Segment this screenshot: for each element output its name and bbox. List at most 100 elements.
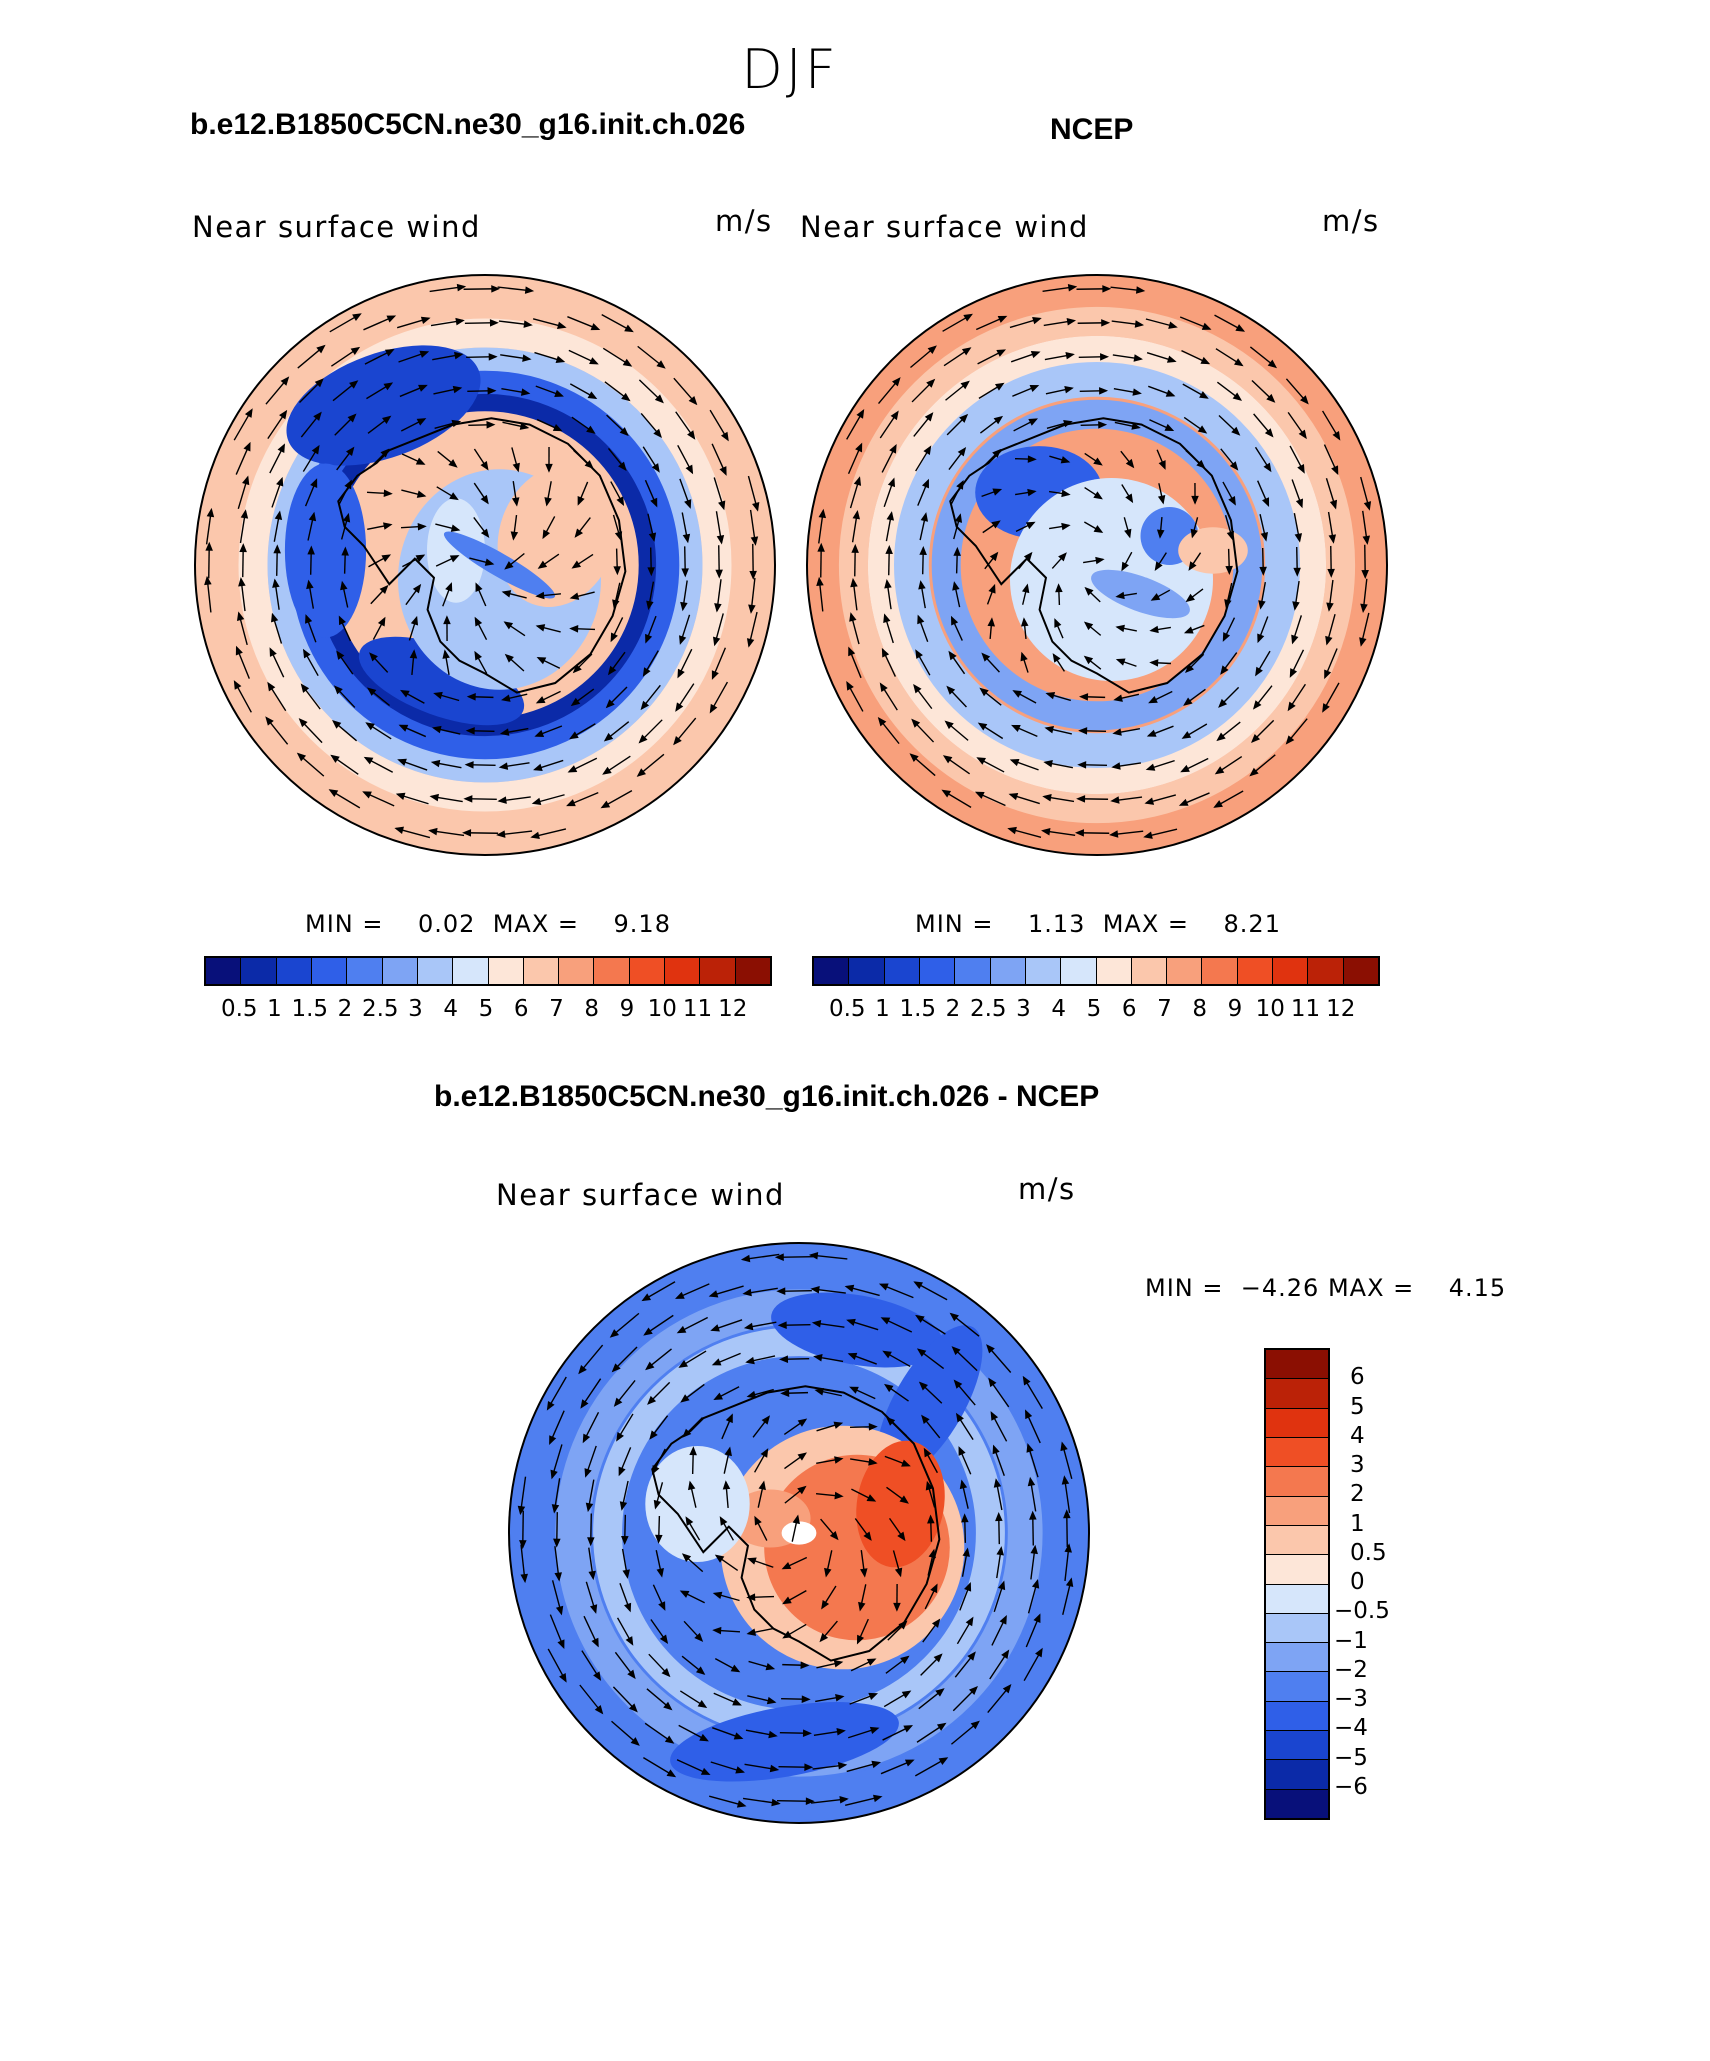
colorbar-tick-label: 4 bbox=[1051, 996, 1067, 1022]
colorbar-cell bbox=[594, 958, 630, 984]
colorbar-cell bbox=[1266, 1789, 1328, 1818]
panel3-min-value: −4.26 bbox=[1240, 1274, 1320, 1302]
colorbar-cell bbox=[276, 958, 312, 984]
map-fill-layer bbox=[807, 275, 1387, 855]
colorbar-tick-label: 2 bbox=[337, 996, 353, 1022]
colorbar-tick-label: −2 bbox=[1334, 1656, 1368, 1683]
colorbar-tick-label: 1 bbox=[267, 996, 282, 1022]
map-boundary bbox=[508, 1242, 1090, 1824]
wind-vectors bbox=[816, 283, 1372, 839]
season-title: DJF bbox=[741, 38, 839, 101]
colorbar-cell bbox=[990, 958, 1026, 984]
panel2-max-label: MAX = bbox=[1102, 910, 1190, 938]
colorbar-tick-label: 10 bbox=[1255, 996, 1285, 1022]
colorbar-tick-label: 5 bbox=[1086, 996, 1102, 1022]
colorbar-tick-label: 11 bbox=[682, 996, 713, 1022]
colorbar-cell bbox=[1061, 958, 1097, 984]
colorbar-cell bbox=[559, 958, 595, 984]
colorbar-cell bbox=[919, 958, 956, 984]
colorbar-tick-label: −1 bbox=[1334, 1627, 1368, 1654]
panel3-units: m/s bbox=[1018, 1172, 1076, 1206]
colorbar-cell bbox=[382, 958, 418, 984]
colorbar-tick-label: −0.5 bbox=[1334, 1598, 1390, 1625]
colorbar-tick-label: −5 bbox=[1334, 1744, 1368, 1771]
colorbar-tick-label: 4 bbox=[443, 996, 459, 1022]
colorbar-tick-label: 12 bbox=[718, 996, 748, 1022]
colorbar-tick-label: 1.5 bbox=[899, 996, 937, 1022]
panel3-colorbar bbox=[1264, 1348, 1330, 1820]
colorbar-cell bbox=[1096, 958, 1132, 984]
panel1-max-value: 9.18 bbox=[613, 910, 671, 938]
map-fill-layer bbox=[195, 275, 775, 855]
colorbar-cell bbox=[665, 958, 701, 984]
colorbar-tick-label: 2 bbox=[945, 996, 961, 1022]
colorbar-tick-label: 5 bbox=[1350, 1393, 1365, 1420]
colorbar-tick-label: 10 bbox=[647, 996, 677, 1022]
panel2-min-value: 1.13 bbox=[1028, 910, 1086, 938]
colorbar-tick-label: 6 bbox=[1350, 1364, 1365, 1391]
colorbar-cell bbox=[955, 958, 991, 984]
colorbar-tick-label: 2 bbox=[1350, 1481, 1365, 1508]
colorbar-tick-label: 3 bbox=[1350, 1452, 1365, 1478]
colorbar-cell bbox=[735, 958, 770, 984]
colorbar-cell bbox=[1025, 958, 1062, 984]
colorbar-tick-label: 1 bbox=[875, 996, 890, 1022]
colorbar-cell bbox=[1266, 1584, 1328, 1614]
colorbar-cell bbox=[453, 958, 489, 984]
colorbar-cell bbox=[1131, 958, 1168, 984]
wind-vectors bbox=[204, 283, 760, 840]
panel2-units: m/s bbox=[1322, 204, 1380, 238]
panel2-colorbar bbox=[812, 956, 1380, 986]
colorbar-tick-label: 7 bbox=[549, 996, 564, 1022]
colorbar-cell bbox=[1266, 1350, 1328, 1380]
colorbar-cell bbox=[1237, 958, 1274, 984]
panel3-minmax: MIN = −4.26 MAX = 4.15 bbox=[1145, 1274, 1506, 1302]
panel2-title: NCEP bbox=[1050, 113, 1134, 146]
colorbar-cell bbox=[700, 958, 736, 984]
colorbar-tick-label: 0.5 bbox=[220, 996, 258, 1022]
colorbar-cell bbox=[488, 958, 524, 984]
colorbar-tick-label: 0 bbox=[1350, 1569, 1365, 1595]
colorbar-cell bbox=[206, 958, 242, 984]
coastline bbox=[651, 1385, 941, 1662]
panel3-title: b.e12.B1850C5CN.ne30_g16.init.ch.026 - N… bbox=[434, 1080, 1100, 1113]
colorbar-tick-label: 6 bbox=[513, 996, 529, 1022]
colorbar-cell bbox=[1266, 1525, 1328, 1556]
colorbar-cell bbox=[311, 958, 348, 984]
panel1-min-label: MIN = bbox=[305, 910, 384, 938]
colorbar-tick-label: 3 bbox=[1016, 996, 1031, 1022]
colorbar-cell bbox=[347, 958, 383, 984]
colorbar-cell bbox=[849, 958, 885, 984]
colorbar-tick-label: −6 bbox=[1334, 1773, 1368, 1800]
coastline bbox=[949, 417, 1239, 694]
panel3-polar-map bbox=[508, 1242, 1090, 1824]
colorbar-tick-label: 11 bbox=[1290, 996, 1321, 1022]
colorbar-tick-label: 5 bbox=[478, 996, 494, 1022]
colorbar-tick-label: 12 bbox=[1326, 996, 1356, 1022]
colorbar-cell bbox=[1266, 1672, 1328, 1702]
colorbar-tick-label: 9 bbox=[619, 996, 635, 1022]
colorbar-cell bbox=[814, 958, 850, 984]
colorbar-tick-label: 2.5 bbox=[969, 996, 1007, 1022]
panel2-variable: Near surface wind bbox=[800, 210, 1089, 244]
colorbar-cell bbox=[1266, 1760, 1328, 1790]
panel1-minmax: MIN = 0.02 MAX = 9.18 bbox=[305, 910, 671, 938]
colorbar-tick-label: 6 bbox=[1121, 996, 1137, 1022]
colorbar-cell bbox=[1266, 1379, 1328, 1409]
colorbar-tick-label: 4 bbox=[1350, 1422, 1365, 1449]
coastline bbox=[337, 417, 627, 694]
panel1-units: m/s bbox=[715, 204, 773, 238]
colorbar-tick-label: 8 bbox=[1192, 996, 1208, 1022]
colorbar-cell bbox=[1266, 1643, 1328, 1673]
panel1-title: b.e12.B1850C5CN.ne30_g16.init.ch.026 bbox=[190, 108, 746, 141]
colorbar-tick-label: 9 bbox=[1227, 996, 1243, 1022]
colorbar-cell bbox=[1308, 958, 1344, 984]
panel2-polar-map bbox=[806, 274, 1388, 856]
colorbar-tick-label: −3 bbox=[1334, 1686, 1368, 1712]
map-boundary bbox=[194, 274, 776, 856]
colorbar-tick-label: 0.5 bbox=[1350, 1539, 1387, 1566]
colorbar-tick-label: 8 bbox=[584, 996, 600, 1022]
colorbar-tick-label: 2.5 bbox=[361, 996, 399, 1022]
map-fill-layer bbox=[509, 1243, 1089, 1823]
colorbar-cell bbox=[241, 958, 277, 984]
